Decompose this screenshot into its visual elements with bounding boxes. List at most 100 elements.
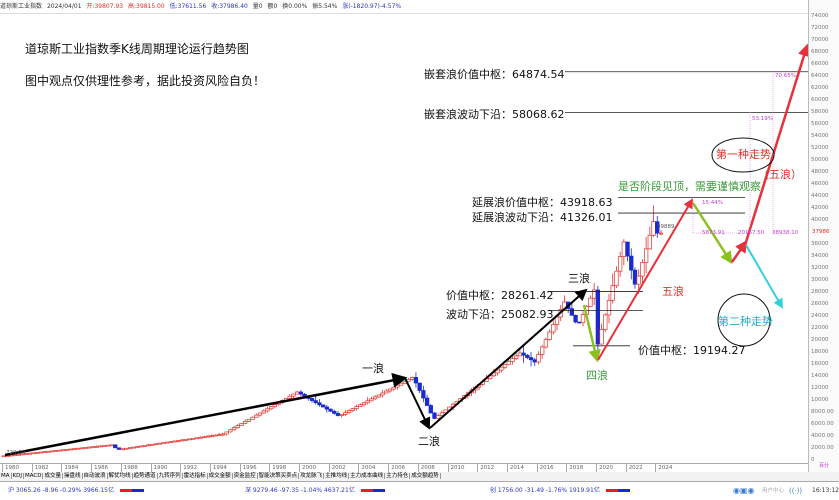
wave-1-label: 一浪: [362, 362, 384, 375]
x-tick-label: 1994: [209, 464, 227, 473]
scenario-2-label: 第二种走势: [718, 315, 773, 328]
candle: [217, 432, 222, 437]
rebound-arrow: [730, 239, 748, 263]
x-tick-label: 2006: [388, 464, 405, 473]
candle: [424, 394, 430, 406]
candle: [395, 384, 400, 390]
indicator-tab[interactable]: 操盘线: [63, 473, 83, 479]
indicator-tabs: MA KDJ MACD 成交量 操盘线 自动波浪 解忧均线 趋势通道 九转序列 雷达指标 成交金额资…: [0, 472, 839, 482]
x-tick-label: 1982: [31, 464, 49, 473]
y-tick-label: 12000: [811, 385, 829, 391]
y-tick-label: 10000: [811, 397, 829, 403]
cy-index[interactable]: 创 1756.00 -31.49 -1.76% 1919.91亿: [490, 482, 630, 500]
indicator-tab[interactable]: 主力持仓: [385, 473, 411, 479]
indicator-tab[interactable]: 成交金额: [207, 473, 233, 479]
candle: [235, 423, 240, 430]
indicator-tab[interactable]: 成交量: [43, 473, 63, 479]
wave-5-future-arrow: [744, 43, 808, 243]
indicator-tab[interactable]: 资金监控: [232, 473, 258, 479]
candle: [551, 320, 556, 335]
indicator-tab[interactable]: 主力成本曲线: [349, 473, 386, 479]
candle: [38, 451, 44, 454]
candle: [643, 236, 649, 274]
candle: [640, 259, 645, 286]
indicator-tab[interactable]: 成交额趋势: [410, 473, 441, 479]
sz-index[interactable]: 深 9279.46 -97.35 -1.04% 4637.21亿: [245, 482, 385, 500]
indicator-tab[interactable]: 九转序列: [157, 473, 183, 479]
candle: [502, 364, 508, 370]
wave-3-label: 三浪: [568, 272, 590, 285]
status-bar: 沪 3065.26 -8.96 -0.29% 3966.15亿 深 9279.4…: [0, 482, 839, 500]
y-tick-label: 2000.00: [811, 445, 834, 451]
candle: [525, 353, 530, 360]
y-tick-label: 8000.00: [811, 409, 834, 415]
candle: [499, 366, 504, 373]
candle: [350, 407, 355, 413]
y-tick-label: 14000: [811, 373, 829, 379]
quote-date: 2024/04/01: [46, 3, 82, 10]
candle: [261, 409, 266, 414]
value-center-1-label: 价值中枢：28261.42: [446, 289, 554, 302]
y-tick-label: 70000: [811, 37, 829, 43]
pct-1: 15.44%: [702, 200, 723, 206]
signal-icon: ((·)): [789, 487, 803, 495]
candle: [90, 446, 96, 449]
candle: [231, 425, 237, 431]
candle: [376, 394, 381, 398]
candlestick-chart[interactable]: [0, 13, 808, 463]
val-b: 20167.50: [738, 230, 765, 236]
candle: [610, 273, 615, 304]
wave-2-arrow: [404, 377, 431, 430]
candle: [521, 346, 526, 364]
indicator-tab[interactable]: 自动波浪: [82, 473, 108, 479]
indicator-tab[interactable]: 解忧均线: [107, 473, 133, 479]
candle: [68, 448, 73, 451]
x-tick-label: 1998: [269, 464, 286, 473]
nested-value-center-label: 嵌套浪价值中枢：64874.54: [424, 68, 565, 81]
candle: [625, 241, 630, 262]
candle: [146, 443, 151, 447]
candle: [79, 447, 84, 450]
wave-2-label: 二浪: [418, 435, 440, 448]
candle: [194, 437, 200, 440]
candle: [651, 205, 656, 238]
candle: [354, 404, 359, 411]
candle: [198, 436, 203, 439]
scenario-1-label: 第一种走势: [716, 148, 771, 161]
indicator-tab[interactable]: 雷达指标: [182, 473, 208, 479]
toolbar-icons[interactable]: ◉▣◉: [733, 486, 755, 495]
indicator-tab[interactable]: 攻龙脉飞: [299, 473, 325, 479]
pct-2: 53.19%: [752, 116, 773, 122]
candle: [150, 443, 155, 446]
candle: [369, 396, 374, 402]
candle: [528, 352, 534, 367]
y-tick-label: 0: [811, 457, 815, 463]
candle: [554, 315, 560, 331]
candle: [239, 423, 244, 427]
indicator-tab[interactable]: KDJ: [11, 473, 24, 479]
candle: [83, 447, 88, 449]
sh-index-text: 沪 3065.26 -8.96 -0.29% 3966.15亿: [8, 487, 115, 494]
candle: [580, 311, 586, 327]
y-tick-label: 26000: [811, 301, 829, 307]
candle: [547, 329, 552, 341]
indicator-tab[interactable]: 主推均线: [324, 473, 350, 479]
y-tick-label: 64000: [811, 73, 829, 79]
y-tick-label: 16000: [811, 361, 829, 367]
y-tick-label: 30000: [811, 277, 829, 283]
candle: [179, 439, 185, 442]
indicator-tab[interactable]: MACD: [23, 473, 44, 479]
sh-index[interactable]: 沪 3065.26 -8.96 -0.29% 3966.15亿: [8, 482, 145, 500]
candle: [116, 447, 122, 451]
y-tick-label: 28000: [811, 289, 829, 295]
x-tick-label: 1996: [239, 464, 257, 473]
candle: [220, 432, 226, 437]
user-center-link[interactable]: 用户中心: [762, 488, 785, 494]
lower-edge-1-label: 波动下沿：25082.93: [446, 308, 554, 321]
indicator-tab[interactable]: 趋势通道: [132, 473, 158, 479]
wave-5-arrow: [597, 198, 694, 361]
candle: [105, 444, 110, 447]
indicator-tab[interactable]: MA: [0, 473, 12, 479]
candle: [421, 385, 426, 403]
indicator-tab[interactable]: 智能决策买卖点: [257, 473, 300, 479]
